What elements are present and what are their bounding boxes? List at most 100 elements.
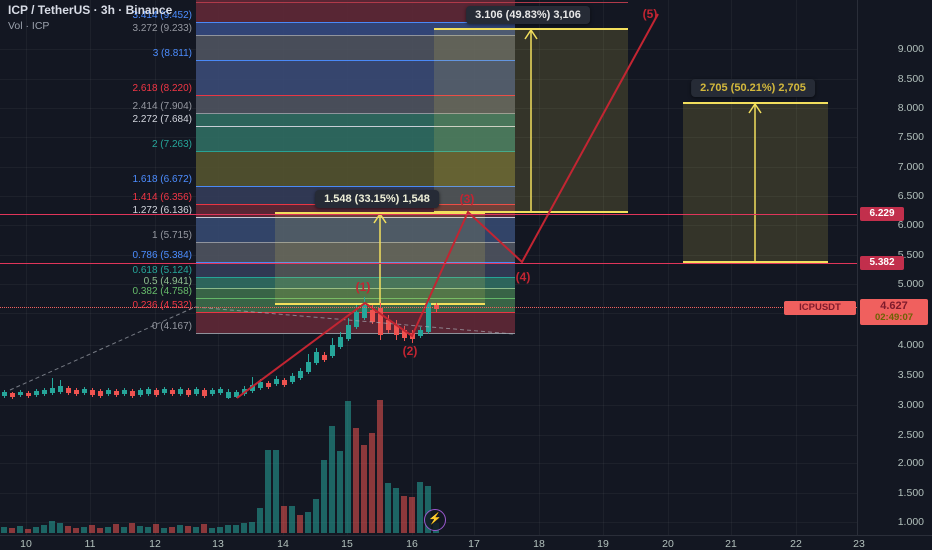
volume-bar — [321, 460, 327, 533]
fib-level-line[interactable] — [196, 151, 515, 152]
time-axis-label: 19 — [597, 538, 609, 550]
candle — [10, 393, 15, 397]
price-axis-label: 5.000 — [897, 278, 924, 290]
candle — [314, 352, 319, 363]
fib-level-line[interactable] — [196, 60, 515, 61]
time-axis-label: 18 — [533, 538, 545, 550]
fib-level-line[interactable] — [196, 262, 515, 263]
volume-bar — [153, 524, 159, 533]
candle — [138, 390, 143, 395]
fib-level-line[interactable] — [196, 217, 515, 218]
last-price-tag: 4.627 02:49:07 — [860, 299, 928, 325]
candle-wick — [52, 378, 53, 395]
volume-bar — [305, 512, 311, 533]
volume-bar — [193, 527, 199, 533]
fib-level-label: 0.5 (4.941) — [143, 276, 192, 287]
fib-level-line[interactable] — [196, 126, 515, 127]
price-axis[interactable]: 9.000 8.500 8.000 7.500 7.000 6.500 6.000 5.500… — [784, 0, 932, 535]
wave-label: (1) — [355, 280, 371, 294]
chart-legend: ICP / TetherUS · 3h · Binance Vol · ICP — [8, 3, 172, 32]
fib-level-label: 0.618 (5.124) — [132, 265, 193, 276]
projection-measure-tooltip[interactable]: 2.705 (50.21%) 2,705 — [691, 79, 815, 97]
candle — [426, 303, 431, 332]
volume-bar — [41, 525, 47, 533]
fib-level-label: 3.414 (9.452) — [132, 10, 193, 21]
volume-bar — [313, 499, 319, 533]
projection-arrow-head — [524, 28, 538, 40]
instant-trade-button[interactable]: ⚡ — [424, 509, 446, 531]
projection-arrow-head — [748, 102, 762, 114]
candle — [258, 382, 263, 388]
volume-bar — [89, 525, 95, 533]
volume-bar — [401, 496, 407, 533]
fib-level-line[interactable] — [196, 35, 515, 36]
volume-bar — [273, 450, 279, 533]
time-axis-label: 17 — [468, 538, 480, 550]
fib-extension-band — [196, 0, 515, 22]
grid-line-h — [0, 375, 857, 376]
fib-level-label: 1.414 (6.356) — [132, 192, 193, 203]
candle — [106, 390, 111, 394]
grid-line-v — [90, 0, 91, 535]
fib-level-line[interactable] — [196, 22, 515, 23]
fib-extension-band — [196, 262, 515, 277]
candle — [394, 325, 399, 335]
candle — [418, 330, 423, 336]
volume-bar — [33, 527, 39, 533]
fib-level-line[interactable] — [196, 333, 515, 334]
wave-label: (2) — [402, 344, 418, 358]
volume-bar — [177, 525, 183, 533]
grid-line-v — [668, 0, 669, 535]
alert-price-line[interactable] — [0, 263, 857, 264]
fib-level-line[interactable] — [196, 288, 515, 289]
chart-plot-area[interactable]: 3.414 (9.452) 3.272 (9.233) 3 (8.811) 2.618… — [0, 0, 857, 535]
time-axis-label: 15 — [341, 538, 353, 550]
projection-measure-tooltip[interactable]: 3.106 (49.83%) 3,106 — [466, 6, 590, 24]
volume-bar — [57, 523, 63, 533]
candle — [266, 383, 271, 387]
time-axis-label: 20 — [662, 538, 674, 550]
symbol-title[interactable]: ICP / TetherUS · 3h · Binance — [8, 3, 173, 17]
candle — [186, 390, 191, 395]
wave-label: (4) — [515, 270, 531, 284]
volume-bar — [73, 528, 79, 533]
projection-measure-tooltip[interactable]: 1.548 (33.15%) 1,548 — [315, 190, 439, 208]
fib-level-line[interactable] — [196, 277, 515, 278]
fib-level-label: 0 (4.167) — [151, 321, 192, 332]
volume-bar — [169, 527, 175, 533]
fib-level-line[interactable] — [196, 242, 515, 243]
fib-level-line[interactable] — [196, 95, 515, 96]
fib-extension-band — [196, 60, 515, 95]
candle — [90, 390, 95, 395]
last-price-value: 4.627 — [880, 300, 908, 312]
alert-price-line[interactable] — [0, 214, 857, 215]
grid-line-h — [0, 405, 857, 406]
last-price-line — [0, 307, 857, 308]
volume-bar — [361, 445, 367, 533]
time-axis[interactable]: 10 11 12 13 14 15 16 17 18 19 20 21 22 23 — [0, 535, 932, 550]
fib-level-label: 1 (5.715) — [151, 230, 192, 241]
price-axis-label: 5.500 — [897, 249, 924, 261]
time-axis-label: 11 — [84, 538, 96, 550]
fib-level-line[interactable] — [196, 186, 515, 187]
fib-level-line[interactable] — [196, 113, 515, 114]
volume-bar — [281, 506, 287, 533]
time-axis-label: 13 — [212, 538, 224, 550]
volume-bar — [225, 525, 231, 533]
fib-extension-band — [196, 35, 515, 60]
fib-level-label: 0.786 (5.384) — [132, 250, 193, 261]
volume-bar — [393, 488, 399, 533]
volume-indicator-title[interactable]: Vol · ICP — [8, 20, 50, 32]
volume-bar — [121, 527, 127, 533]
price-axis-label: 7.000 — [897, 161, 924, 173]
time-axis-label: 16 — [406, 538, 418, 550]
fib-top-edge-line — [196, 2, 628, 3]
elliott-wave-line[interactable] — [236, 13, 659, 399]
dashed-trendline[interactable] — [9, 306, 196, 391]
fib-level-line[interactable] — [196, 298, 515, 299]
volume-bar — [129, 523, 135, 533]
volume-bar — [185, 526, 191, 533]
volume-bar — [297, 515, 303, 533]
volume-bar — [201, 524, 207, 533]
